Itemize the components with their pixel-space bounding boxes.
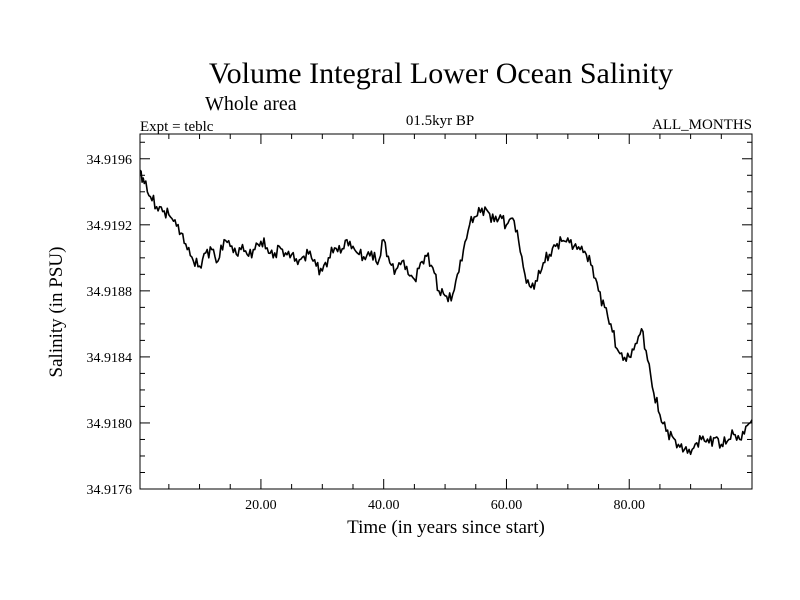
x-tick-label: 60.00 [491, 498, 523, 513]
y-tick-label: 34.9192 [87, 219, 133, 234]
experiment-label: Expt = teblc [140, 119, 214, 135]
y-tick-label: 34.9176 [87, 483, 133, 498]
x-axis-label: Time (in years since start) [347, 517, 545, 538]
x-tick-label: 40.00 [368, 498, 400, 513]
period-label: 01.5kyr BP [406, 113, 474, 129]
chart-subtitle: Whole area [205, 93, 297, 115]
y-axis-label: Salinity (in PSU) [46, 247, 67, 378]
plot-frame [139, 133, 753, 490]
y-tick-label: 34.9180 [87, 417, 133, 432]
months-label: ALL_MONTHS [652, 117, 752, 133]
chart-title: Volume Integral Lower Ocean Salinity [209, 57, 673, 90]
y-tick-label: 34.9184 [87, 351, 133, 366]
y-tick-label: 34.9196 [87, 153, 133, 168]
series-line-salinity [139, 169, 753, 456]
x-tick-label: 80.00 [613, 498, 645, 513]
y-tick-label: 34.9188 [87, 285, 133, 300]
x-tick-label: 20.00 [245, 498, 277, 513]
